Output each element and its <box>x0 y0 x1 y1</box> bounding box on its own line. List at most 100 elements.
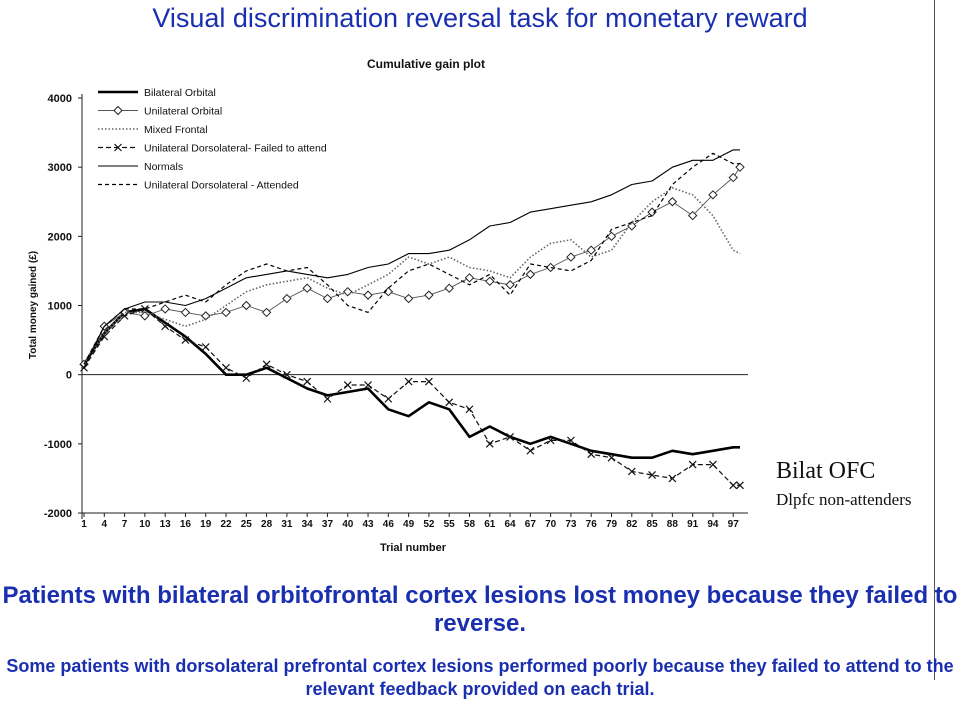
x-tick-label: 16 <box>180 519 192 530</box>
series-4-point <box>526 446 535 455</box>
legend-label-1: Bilateral Orbital <box>144 87 216 99</box>
series-4-point <box>222 363 230 372</box>
series-4-point <box>100 332 109 341</box>
series-2-point <box>221 307 231 318</box>
x-tick-label: 88 <box>667 519 679 530</box>
x-tick-label: 82 <box>626 519 638 530</box>
y-tick-label: 1000 <box>48 301 72 313</box>
series-2-point <box>241 300 252 311</box>
note-dlpfc-non-attenders: Dlpfc non-attenders <box>776 490 912 509</box>
series-4-point <box>404 377 413 386</box>
series-line-4 <box>83 308 740 486</box>
series-4-point <box>201 343 210 351</box>
series-4-point <box>424 377 433 386</box>
series-2-point <box>687 210 698 221</box>
series-4-point <box>729 481 738 490</box>
series-line-3 <box>83 187 741 365</box>
x-tick-label: 55 <box>444 519 456 530</box>
x-tick-label: 25 <box>241 519 253 530</box>
series-line-5 <box>83 149 740 369</box>
series-4-point <box>364 381 372 389</box>
x-tick-label: 19 <box>200 519 212 530</box>
x-tick-label: 7 <box>122 519 128 530</box>
series-4-point <box>485 439 494 448</box>
x-tick-label: 1 <box>81 519 87 530</box>
series-2-point <box>363 290 373 300</box>
conclusion-main-text: Patients with bilateral orbitofrontal co… <box>2 582 958 637</box>
series-2-point <box>525 269 536 280</box>
legend-label-3: Mixed Frontal <box>144 124 208 136</box>
series-2-point <box>667 197 678 207</box>
series-4-point <box>567 436 575 445</box>
series-4-point <box>546 436 555 445</box>
x-tick-label: 46 <box>383 519 395 530</box>
series-4-point <box>262 360 271 369</box>
legend-label-2: Unilateral Orbital <box>144 106 222 118</box>
series-2-point <box>282 293 292 304</box>
slide-right-edge-line <box>934 0 935 680</box>
series-4-point <box>445 398 454 407</box>
series-4-point <box>323 394 332 403</box>
x-tick-label: 10 <box>139 519 151 530</box>
series-2-point <box>708 190 718 200</box>
x-tick-label: 49 <box>403 519 415 530</box>
x-tick-label: 79 <box>606 519 618 530</box>
y-tick-label: -2000 <box>44 508 72 520</box>
x-tick-label: 22 <box>220 519 232 530</box>
series-4-point <box>282 370 291 379</box>
series-2-point <box>735 162 745 172</box>
series-4-point <box>384 394 393 403</box>
x-tick-label: 91 <box>687 519 699 530</box>
x-tick-label: 64 <box>504 519 516 530</box>
series-4-point <box>242 374 251 383</box>
series-4-point <box>736 481 744 490</box>
x-tick-label: 73 <box>565 519 577 530</box>
x-tick-label: 85 <box>647 519 659 530</box>
legend-marker-2 <box>113 105 123 116</box>
series-2-point <box>424 290 434 300</box>
legend-label-6: Unilateral Dorsolateral - Attended <box>144 180 299 192</box>
series-2-point <box>160 304 170 314</box>
series-4-point <box>161 322 170 331</box>
series-4-point <box>506 432 514 441</box>
x-tick-label: 28 <box>261 519 273 530</box>
series-4-point <box>465 405 474 414</box>
conclusion-sub-text: Some patients with dorsolateral prefront… <box>6 656 954 699</box>
legend-label-5: Normals <box>144 161 183 173</box>
series-2-point <box>322 293 333 304</box>
series-4-point <box>587 450 596 459</box>
series-4-point <box>668 474 677 483</box>
series-2-point <box>505 280 515 290</box>
series-4-point <box>120 311 129 320</box>
x-tick-label: 70 <box>545 519 557 530</box>
x-tick-label: 13 <box>160 519 172 530</box>
series-line-1 <box>82 307 740 460</box>
x-tick-label: 76 <box>586 519 598 530</box>
series-2-point <box>485 276 495 286</box>
series-2-point <box>566 252 576 262</box>
series-2-point <box>302 283 312 293</box>
y-axis-label: Total money gained (£) <box>28 251 39 359</box>
y-tick-label: 4000 <box>48 93 72 105</box>
legend-label-4: Unilateral Dorsolateral- Failed to atten… <box>144 143 327 155</box>
series-2-point <box>464 273 475 283</box>
series-2-point <box>261 307 272 318</box>
series-4-point <box>140 305 149 313</box>
series-2-point <box>140 311 150 321</box>
x-tick-label: 61 <box>484 519 496 530</box>
x-tick-label: 67 <box>525 519 537 530</box>
x-tick-label: 4 <box>102 519 108 530</box>
series-2-point <box>586 245 596 255</box>
chart-title: Cumulative gain plot <box>367 57 485 71</box>
series-4-point <box>181 336 190 345</box>
x-tick-label: 40 <box>342 519 354 530</box>
series-4-point <box>648 471 657 479</box>
series-4-point <box>303 377 312 386</box>
y-tick-label: 0 <box>66 370 72 382</box>
series-2-point <box>180 307 191 318</box>
x-tick-label: 94 <box>707 519 719 530</box>
series-2-point <box>343 286 353 297</box>
legend-marker-4 <box>114 143 122 152</box>
y-tick-label: -1000 <box>44 439 72 451</box>
x-tick-label: 58 <box>464 519 476 530</box>
